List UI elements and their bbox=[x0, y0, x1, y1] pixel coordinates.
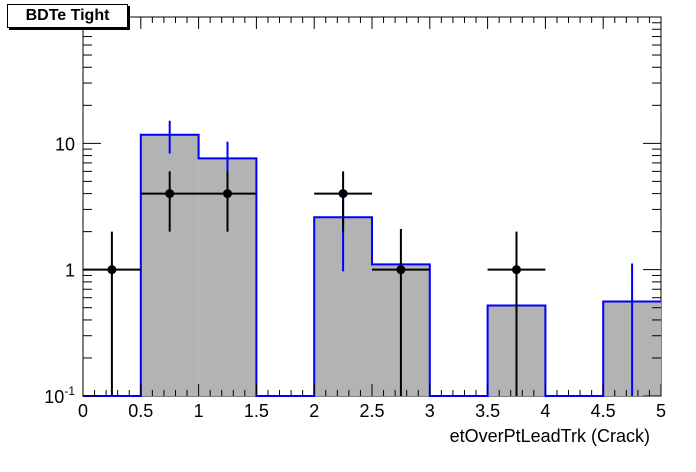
data-point bbox=[396, 265, 406, 275]
x-tick-label: 1.5 bbox=[244, 401, 269, 421]
data-point bbox=[107, 265, 117, 275]
x-tick-label: 4 bbox=[540, 401, 550, 421]
chart-title: BDTe Tight bbox=[7, 4, 128, 28]
data-point bbox=[165, 189, 175, 199]
y-tick-label: 10 bbox=[55, 134, 75, 154]
x-tick-label: 4.5 bbox=[591, 401, 616, 421]
x-axis-label: etOverPtLeadTrk (Crack) bbox=[450, 426, 650, 446]
x-tick-label: 0.5 bbox=[128, 401, 153, 421]
data-point bbox=[338, 189, 348, 199]
data-point bbox=[223, 189, 232, 199]
histogram-outline bbox=[83, 133, 661, 397]
x-tick-label: 5 bbox=[656, 401, 666, 421]
x-tick-label: 1 bbox=[194, 401, 204, 421]
x-tick-label: 3 bbox=[425, 401, 435, 421]
y-tick-label: 10-1 bbox=[44, 384, 75, 407]
x-tick-label: 2.5 bbox=[359, 401, 384, 421]
histogram-bars bbox=[83, 120, 661, 397]
x-tick-label: 0 bbox=[78, 401, 88, 421]
x-tick-label: 3.5 bbox=[475, 401, 500, 421]
x-tick-label: 2 bbox=[309, 401, 319, 421]
data-point bbox=[512, 265, 521, 275]
y-tick-label: 1 bbox=[65, 261, 75, 281]
